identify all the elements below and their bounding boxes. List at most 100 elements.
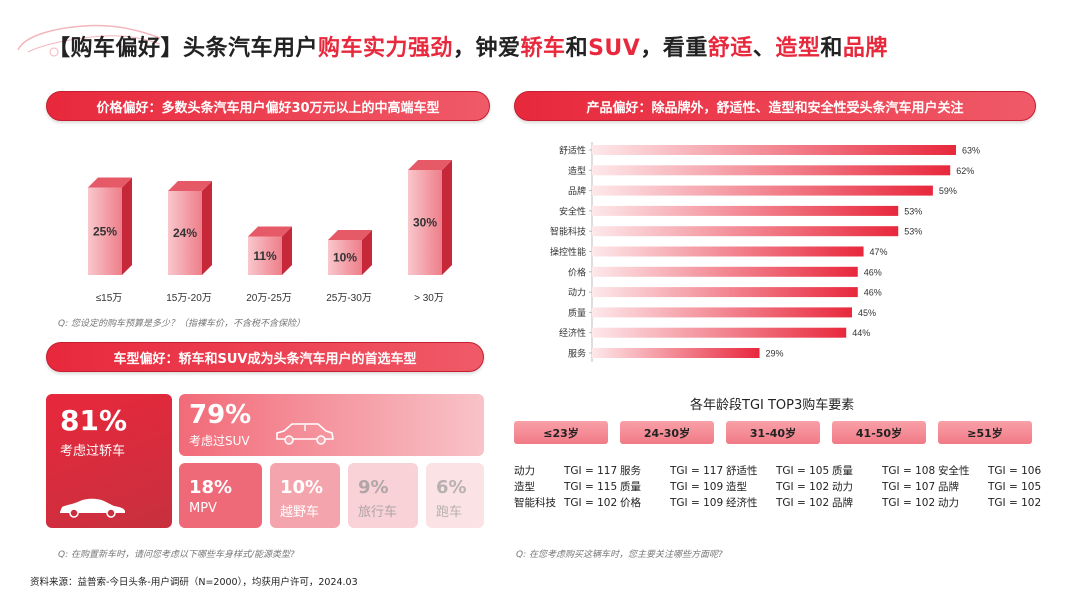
price-bar-value-label: 30% [413,216,437,230]
price-category-label: 20万-25万 [246,293,292,304]
product-bar [592,226,899,237]
age-group-tab: ≤23岁 [514,421,608,444]
tgi-row: 品牌 TGI = 105 [938,479,1041,494]
age-group-tab: ≥51岁 [938,421,1032,444]
title-segment: 和 [565,36,589,61]
product-category-label: 品牌 [568,185,586,196]
tgi-value: TGI = 117 [670,465,724,477]
product-category-label: 质量 [568,307,586,318]
age-group-tab: 31-40岁 [726,421,820,444]
product-bar [592,287,858,298]
price-bar-value-label: 11% [253,249,277,263]
tgi-row: 舒适性 TGI = 105 [726,463,829,478]
tile-suv: 79% 考虑过SUV [179,394,484,456]
tile-mpv: 18% MPV [179,463,262,528]
tile-sedan: 81% 考虑过轿车 [46,394,172,528]
product-bar [592,246,864,257]
tgi-factor: 安全性 [938,465,970,477]
tgi-value: TGI = 102 [564,497,618,509]
tgi-row: 动力 TGI = 107 [832,479,935,494]
page-title: 【购车偏好】头条汽车用户购车实力强劲，钟爱轿车和SUV，看重舒适、造型和品牌 [48,30,888,62]
tgi-value: TGI = 105 [988,481,1042,493]
tgi-factor: 动力 [514,465,535,477]
tgi-row: 造型 TGI = 102 [726,479,829,494]
age-group-tab: 41-50岁 [832,421,926,444]
tgi-factor: 服务 [620,465,641,477]
sports-percent: 6% [436,477,467,498]
product-bar-value-label: 29% [766,349,784,359]
product-bar-value-label: 63% [962,146,980,156]
title-segment: 、 [752,36,776,61]
suv-label: 考虑过SUV [189,434,250,448]
title-segment: 舒适 [707,36,753,61]
product-bar [592,327,847,338]
price-bar-top [408,160,452,170]
product-bar-value-label: 53% [904,206,922,216]
price-bar-value-label: 10% [333,251,357,265]
title-segment: 购车实力强劲 [318,36,454,61]
tgi-row: 质量 TGI = 109 [620,479,723,494]
tgi-factor: 造型 [514,481,535,493]
tgi-factor: 经济性 [726,497,758,509]
tgi-row: 动力 TGI = 102 [938,495,1041,510]
wagon-label: 旅行车 [358,505,398,520]
wagon-percent: 9% [358,477,389,498]
price-bar-value-label: 25% [93,224,117,238]
product-bar [592,185,933,196]
price-category-label: > 30万 [414,293,444,304]
tgi-factor: 质量 [620,481,641,493]
price-category-label: ≤15万 [96,293,123,304]
product-bar-value-label: 47% [870,247,888,257]
price-bar-side [282,226,292,275]
tile-wagon: 9% 旅行车 [348,463,418,528]
product-category-label: 服务 [568,348,586,359]
price-bar-side [442,160,452,275]
product-bar [592,266,858,277]
product-bar [592,348,760,358]
tgi-value: TGI = 108 [882,465,936,477]
tgi-row: 质量 TGI = 108 [832,463,935,478]
price-bar-side [362,230,372,275]
tgi-row: 安全性 TGI = 106 [938,463,1041,478]
price-bar-side [122,177,132,275]
tgi-value: TGI = 109 [670,497,724,509]
suv-percent: 79% [189,400,252,430]
price-budget-bar-chart: 25% ≤15万 24% 15万-20万 11% 20万-25万 10% 25万-30万 30%… [88,160,452,304]
tgi-row: 价格 TGI = 109 [620,495,723,510]
offroad-percent: 10% [280,477,324,498]
tgi-value: TGI = 107 [882,481,936,493]
tgi-value: TGI = 106 [988,465,1042,477]
tgi-factor: 品牌 [938,481,959,493]
product-category-label: 造型 [568,165,586,176]
price-bar-top [88,177,132,188]
mpv-percent: 18% [189,477,233,498]
tgi-value: TGI = 102 [776,481,830,493]
product-category-label: 动力 [568,287,586,298]
price-bar [248,236,282,275]
tgi-row: 造型 TGI = 115 [514,479,617,494]
sedan-icon [60,498,125,518]
product-category-label: 智能科技 [550,226,586,237]
title-segment: SUV [588,36,641,61]
product-bar-value-label: 53% [904,227,922,237]
product-category-label: 价格 [568,266,586,277]
price-bar-top [248,226,292,237]
sedan-percent: 81% [60,404,128,437]
price-bar-top [168,181,212,191]
title-segment: ，钟爱 [453,36,521,61]
title-segment: 品牌 [842,36,888,61]
tile-offroad: 10% 越野车 [270,463,340,528]
product-bar-value-label: 59% [939,186,957,196]
product-bar [592,205,899,216]
price-category-label: 15万-20万 [166,293,212,304]
product-bar [592,307,852,318]
tgi-value: TGI = 102 [776,497,830,509]
price-bar-value-label: 24% [173,226,197,240]
product-category-label: 经济性 [559,327,586,338]
price-preference-header: 价格偏好：多数头条汽车用户偏好30万元以上的中高端车型 [46,91,490,121]
price-bar-top [328,230,372,240]
title-segment: 造型 [775,36,821,61]
tgi-value: TGI = 105 [776,465,830,477]
price-category-label: 25万-30万 [326,293,372,304]
tgi-factor: 造型 [726,481,747,493]
